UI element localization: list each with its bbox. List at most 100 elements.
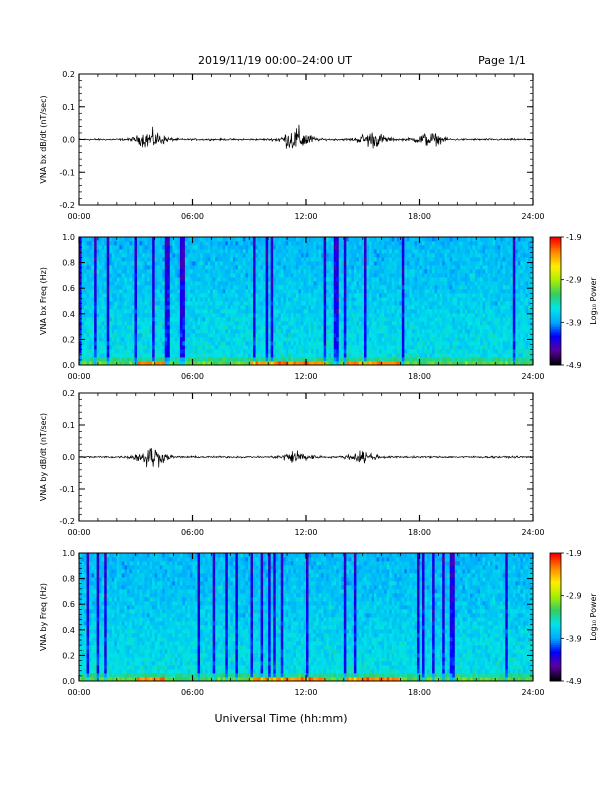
- panel-2-cell: [329, 337, 332, 341]
- panel-2-cell: [276, 309, 279, 313]
- panel-2-cell: [447, 241, 450, 245]
- panel-2-cell: [268, 353, 271, 357]
- panel-2-cell: [127, 237, 130, 241]
- panel-2-cell: [326, 245, 329, 249]
- panel-2-cell: [218, 341, 221, 345]
- panel-2-cell: [402, 337, 405, 341]
- panel-2-cell: [303, 285, 306, 289]
- panel-2-cell: [316, 337, 319, 341]
- panel-2-cell: [122, 245, 125, 249]
- panel-2-cell: [129, 309, 132, 313]
- panel-2-cell: [220, 293, 223, 297]
- panel-2-cell: [107, 245, 110, 249]
- panel-2-cell: [298, 289, 301, 293]
- panel-2-cell: [193, 333, 196, 337]
- panel-2-cell: [165, 301, 168, 305]
- panel-2-cell: [203, 277, 206, 281]
- panel-2-cell: [344, 269, 347, 273]
- panel-2-cell: [117, 353, 120, 357]
- panel-2-cell: [314, 333, 317, 337]
- panel-2-cell: [210, 305, 213, 309]
- panel-2-cell: [288, 253, 291, 257]
- panel-2-cell: [162, 313, 165, 317]
- panel-2-cell: [319, 357, 322, 361]
- panel-2-cell: [314, 349, 317, 353]
- panel-2-cell: [195, 257, 198, 261]
- panel-2-cell: [314, 269, 317, 273]
- panel-2-cell: [447, 281, 450, 285]
- panel-2-cell: [99, 345, 102, 349]
- panel-2-cell: [112, 337, 115, 341]
- panel-2-cell: [316, 269, 319, 273]
- panel-2-cell: [414, 313, 417, 317]
- panel-2-cell: [190, 277, 193, 281]
- panel-2-cell: [180, 289, 183, 293]
- panel-2-cell: [316, 313, 319, 317]
- panel-2-cell: [296, 325, 299, 329]
- panel-2-cell: [288, 249, 291, 253]
- panel-2-cell: [172, 277, 175, 281]
- panel-2-cell: [387, 313, 390, 317]
- panel-2-cell: [84, 317, 87, 321]
- panel-2-cell: [134, 309, 137, 313]
- panel-2-cell: [251, 309, 254, 313]
- panel-2-cell: [432, 317, 435, 321]
- panel-2-cell: [409, 241, 412, 245]
- panel-2-cell: [92, 325, 95, 329]
- panel-2-cell: [402, 305, 405, 309]
- panel-2-cell: [104, 301, 107, 305]
- panel-2-cell: [190, 325, 193, 329]
- panel-2-cell: [251, 281, 254, 285]
- panel-2-cell: [200, 321, 203, 325]
- panel-2-cell: [377, 325, 380, 329]
- panel-2-cell: [137, 313, 140, 317]
- panel-2-cell: [180, 345, 183, 349]
- panel-2-cell: [124, 281, 127, 285]
- panel-2-cell: [245, 333, 248, 337]
- panel-2-cell: [346, 285, 349, 289]
- panel-2-cell: [293, 285, 296, 289]
- panel-2-cell: [122, 293, 125, 297]
- panel-2-cell: [180, 293, 183, 297]
- panel-2-cell: [200, 285, 203, 289]
- panel-2-cell: [324, 341, 327, 345]
- panel-2-cell: [422, 345, 425, 349]
- panel-2-cell: [162, 329, 165, 333]
- panel-2-cell: [127, 241, 130, 245]
- panel-2-cell: [389, 353, 392, 357]
- panel-2-cell: [445, 353, 448, 357]
- panel-2-cell: [276, 333, 279, 337]
- panel-2-cell: [230, 305, 233, 309]
- panel-2-cell: [175, 265, 178, 269]
- panel-2-cell: [225, 317, 228, 321]
- panel-2-cell: [430, 305, 433, 309]
- panel-2-cell: [147, 313, 150, 317]
- panel-2-cell: [167, 269, 170, 273]
- panel-2-cell: [440, 321, 443, 325]
- panel-2-cell: [99, 257, 102, 261]
- panel-2-cell: [382, 313, 385, 317]
- panel-2-cell: [266, 309, 269, 313]
- panel-2-cell: [331, 309, 334, 313]
- panel-2-cell: [440, 277, 443, 281]
- panel-2-cell: [87, 309, 90, 313]
- panel-2-cell: [301, 309, 304, 313]
- panel-2-cell: [170, 297, 173, 301]
- panel-2-cell: [440, 313, 443, 317]
- panel-2-cell: [89, 261, 92, 265]
- panel-2-cell: [127, 325, 130, 329]
- panel-2-cell: [102, 333, 105, 337]
- panel-2-cell: [218, 237, 221, 241]
- panel-2-cell: [235, 357, 238, 361]
- panel-2-cell: [457, 341, 460, 345]
- panel-2-cell: [298, 353, 301, 357]
- panel-2-cell: [256, 281, 259, 285]
- panel-2-cell: [157, 341, 160, 345]
- panel-2-cell: [225, 305, 228, 309]
- panel-2-cell: [170, 317, 173, 321]
- panel-2-cell: [170, 313, 173, 317]
- panel-2-cell: [198, 265, 201, 269]
- panel-2-cell: [99, 289, 102, 293]
- panel-2-cell: [268, 297, 271, 301]
- panel-2-cell: [124, 237, 127, 241]
